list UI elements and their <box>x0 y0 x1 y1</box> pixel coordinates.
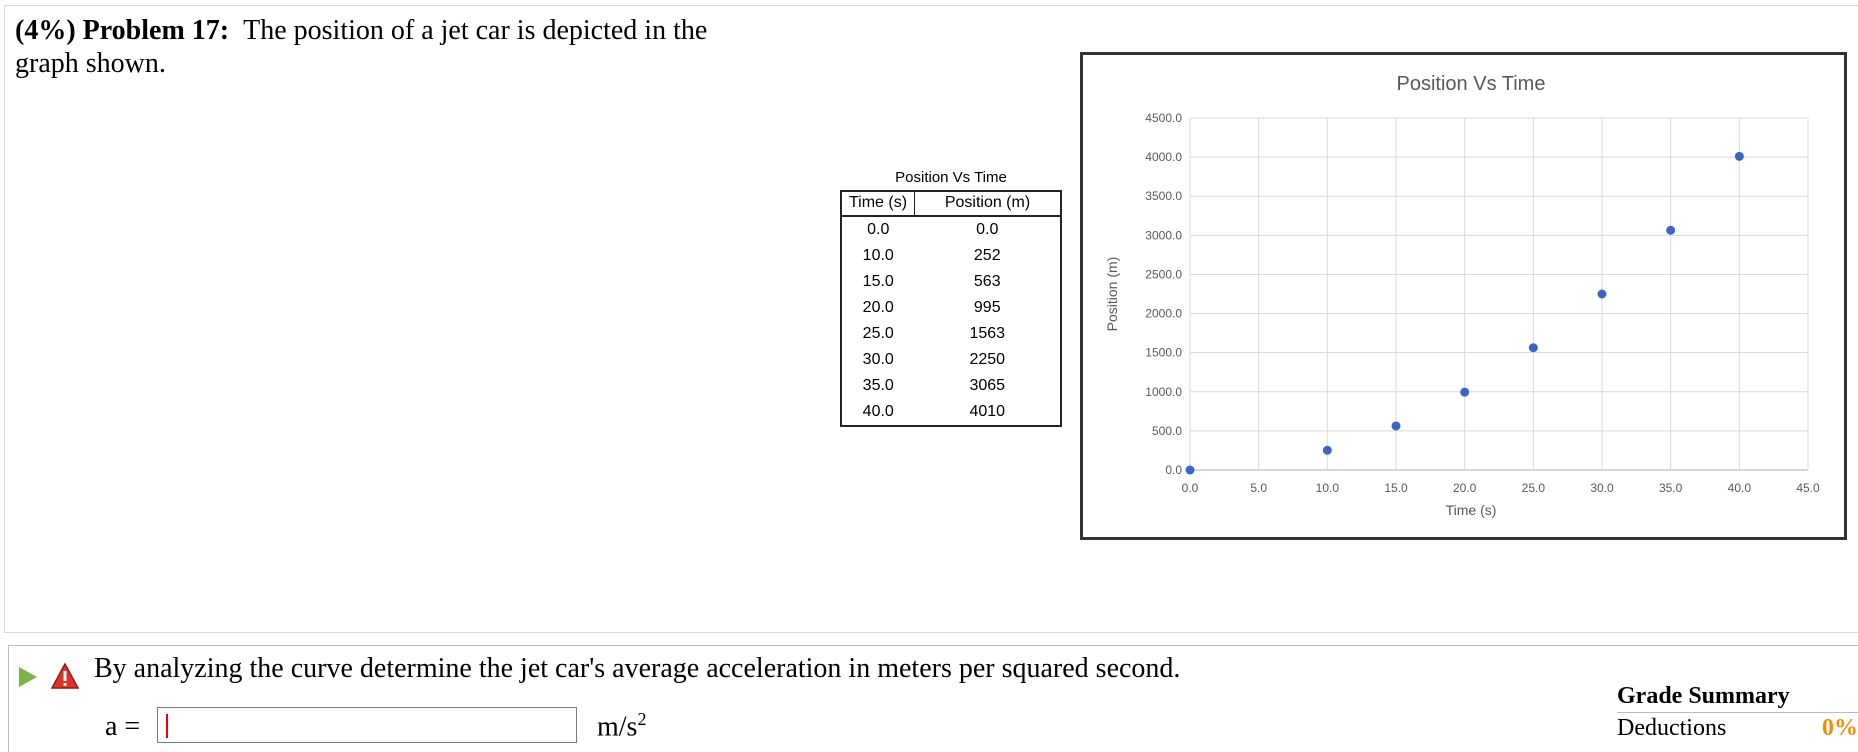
x-tick-label: 45.0 <box>1796 481 1820 495</box>
cell-time: 20.0 <box>862 299 894 316</box>
chart-title: Position Vs Time <box>1397 73 1546 95</box>
deductions-row: Deductions 0% <box>1617 713 1858 742</box>
cell-position: 563 <box>973 273 1001 290</box>
cell-time: 25.0 <box>862 325 894 342</box>
table-row: 40.0 4010 <box>841 399 1061 426</box>
data-point <box>1322 445 1332 455</box>
x-tick-label: 0.0 <box>1182 481 1199 495</box>
chart-frame: Position Vs Time 0.0 5.0 10.0 15.0 20.0 25.0 3… <box>1080 52 1847 540</box>
unit-label: m/s2 <box>597 709 646 743</box>
chart-points <box>1185 151 1744 475</box>
grade-summary-title: Grade Summary <box>1617 683 1858 713</box>
position-time-table: Position Vs Time Time (s) Position (m) 0… <box>840 169 1062 427</box>
y-tick-label: 2000.0 <box>1145 307 1182 321</box>
cell-time: 0.0 <box>867 221 890 238</box>
data-point <box>1528 343 1538 353</box>
cell-position: 1563 <box>969 325 1006 342</box>
data-point <box>1460 387 1470 397</box>
table-row: 25.0 1563 <box>841 321 1061 347</box>
y-tick-label: 0.0 <box>1165 463 1182 477</box>
y-tick-label: 3000.0 <box>1145 228 1182 242</box>
cell-time: 35.0 <box>862 377 894 394</box>
position-time-chart: Position Vs Time 0.0 5.0 10.0 15.0 20.0 25.0 3… <box>1104 73 1820 518</box>
y-tick-label: 2500.0 <box>1145 267 1182 281</box>
x-axis-label: Time (s) <box>1446 502 1497 518</box>
cell-position: 3065 <box>969 377 1006 394</box>
data-point <box>1734 151 1744 161</box>
y-tick-label: 4000.0 <box>1145 150 1182 164</box>
data-point <box>1597 289 1607 299</box>
chart-grid <box>1189 117 1809 471</box>
y-tick-label: 500.0 <box>1152 424 1182 438</box>
chart-ticks: 0.0 5.0 10.0 15.0 20.0 25.0 30.0 35.0 40.0 45.0 0.… <box>1145 111 1820 495</box>
text-cursor <box>166 714 168 738</box>
answer-input[interactable] <box>157 707 577 743</box>
cell-time: 40.0 <box>862 403 894 420</box>
table-row: 0.0 0.0 <box>841 216 1061 243</box>
data-point <box>1666 225 1676 235</box>
table-header-row: Time (s) Position (m) <box>841 191 1061 217</box>
y-tick-label: 4500.0 <box>1145 111 1182 125</box>
cell-time: 15.0 <box>862 273 894 290</box>
deductions-label: Deductions <box>1617 715 1727 741</box>
x-tick-label: 15.0 <box>1384 481 1408 495</box>
cell-position: 252 <box>973 247 1001 264</box>
x-tick-label: 20.0 <box>1453 481 1477 495</box>
x-tick-label: 35.0 <box>1659 481 1683 495</box>
unit-exponent: 2 <box>637 709 647 729</box>
play-icon[interactable] <box>19 667 37 687</box>
warning-icon[interactable] <box>51 662 79 690</box>
data-point <box>1185 465 1195 475</box>
cell-position: 2250 <box>969 351 1006 368</box>
x-tick-label: 25.0 <box>1522 481 1546 495</box>
answer-label: a = <box>105 711 141 742</box>
header-position: Position (m) <box>914 191 1061 217</box>
data-point <box>1391 421 1401 431</box>
y-tick-label: 1000.0 <box>1145 385 1182 399</box>
problem-panel: (4%) Problem 17: The position of a jet c… <box>4 5 1858 633</box>
question-text: By analyzing the curve determine the jet… <box>94 653 1181 684</box>
cell-position: 4010 <box>969 403 1006 420</box>
x-tick-label: 40.0 <box>1728 481 1752 495</box>
y-tick-label: 3500.0 <box>1145 189 1182 203</box>
y-axis-label: Position (m) <box>1104 257 1120 332</box>
table-row: 15.0 563 <box>841 269 1061 295</box>
problem-statement: (4%) Problem 17: The position of a jet c… <box>15 14 775 80</box>
table-row: 35.0 3065 <box>841 373 1061 399</box>
x-tick-label: 5.0 <box>1250 481 1267 495</box>
unit-base: m/s <box>597 711 638 743</box>
table-title: Position Vs Time <box>895 169 1007 186</box>
header-time: Time (s) <box>841 191 915 217</box>
cell-time: 30.0 <box>862 351 894 368</box>
deductions-value: 0% <box>1822 715 1858 741</box>
question-panel: By analyzing the curve determine the jet… <box>8 645 1858 752</box>
data-table: Time (s) Position (m) 0.0 0.0 10.0 252 15.… <box>840 190 1062 427</box>
cell-position: 0.0 <box>976 221 999 238</box>
table-row: 20.0 995 <box>841 295 1061 321</box>
y-tick-label: 1500.0 <box>1145 346 1182 360</box>
x-tick-label: 10.0 <box>1316 481 1340 495</box>
grade-summary: Grade Summary Deductions 0% <box>1617 683 1858 742</box>
table-row: 30.0 2250 <box>841 347 1061 373</box>
problem-weight: (4%) <box>15 15 76 46</box>
table-row: 10.0 252 <box>841 243 1061 269</box>
x-tick-label: 30.0 <box>1590 481 1614 495</box>
problem-description: The position of a jet car is depicted in… <box>15 15 708 79</box>
problem-number: Problem 17: <box>82 15 230 46</box>
cell-position: 995 <box>973 299 1001 316</box>
cell-time: 10.0 <box>862 247 894 264</box>
